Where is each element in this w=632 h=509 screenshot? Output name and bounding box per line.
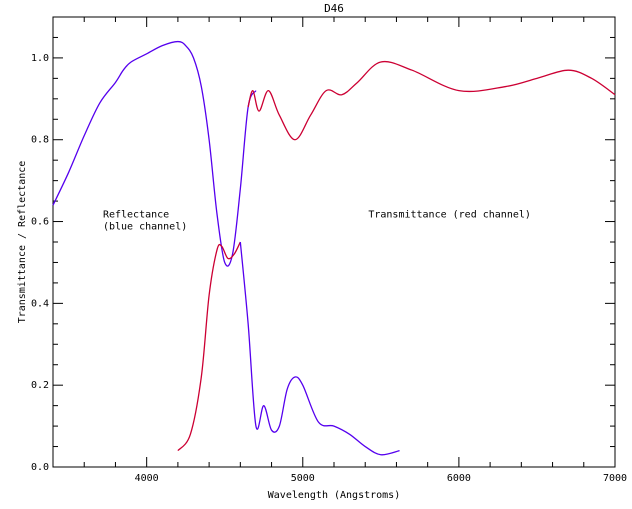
x-tick-label: 4000 (135, 473, 159, 484)
y-tick-label: 0.2 (31, 380, 49, 391)
series-line-2 (177, 241, 241, 452)
x-tick-label: 7000 (603, 473, 627, 484)
series-group (52, 40, 616, 456)
series-line-3 (239, 241, 400, 456)
y-tick-label: 1.0 (31, 53, 49, 64)
series-line-1 (247, 60, 616, 141)
series-line-0 (52, 40, 257, 267)
annotation-text-0: (blue channel) (103, 221, 187, 232)
x-axis-label: Wavelength (Angstroms) (268, 490, 400, 501)
tick-labels: 4000 5000 6000 7000 0.0 0.2 0.4 0.6 0.8 1.0 (31, 53, 627, 484)
annotations: Reflectance(blue channel) Transmittance (… (103, 209, 531, 232)
tick-marks (52, 16, 616, 468)
annotation-text-0: Reflectance (103, 209, 169, 220)
y-tick-label: 0.4 (31, 298, 49, 309)
y-tick-label: 0.8 (31, 135, 49, 146)
plot-frame (52, 16, 616, 468)
chart-title: D46 (324, 2, 344, 15)
x-tick-label: 6000 (447, 473, 471, 484)
x-tick-label: 5000 (291, 473, 315, 484)
y-tick-label: 0.6 (31, 217, 49, 228)
y-tick-label: 0.0 (31, 462, 49, 473)
annotation-text-1: Transmittance (red channel) (368, 209, 531, 220)
y-axis-label: Transmittance / Reflectance (17, 161, 28, 324)
